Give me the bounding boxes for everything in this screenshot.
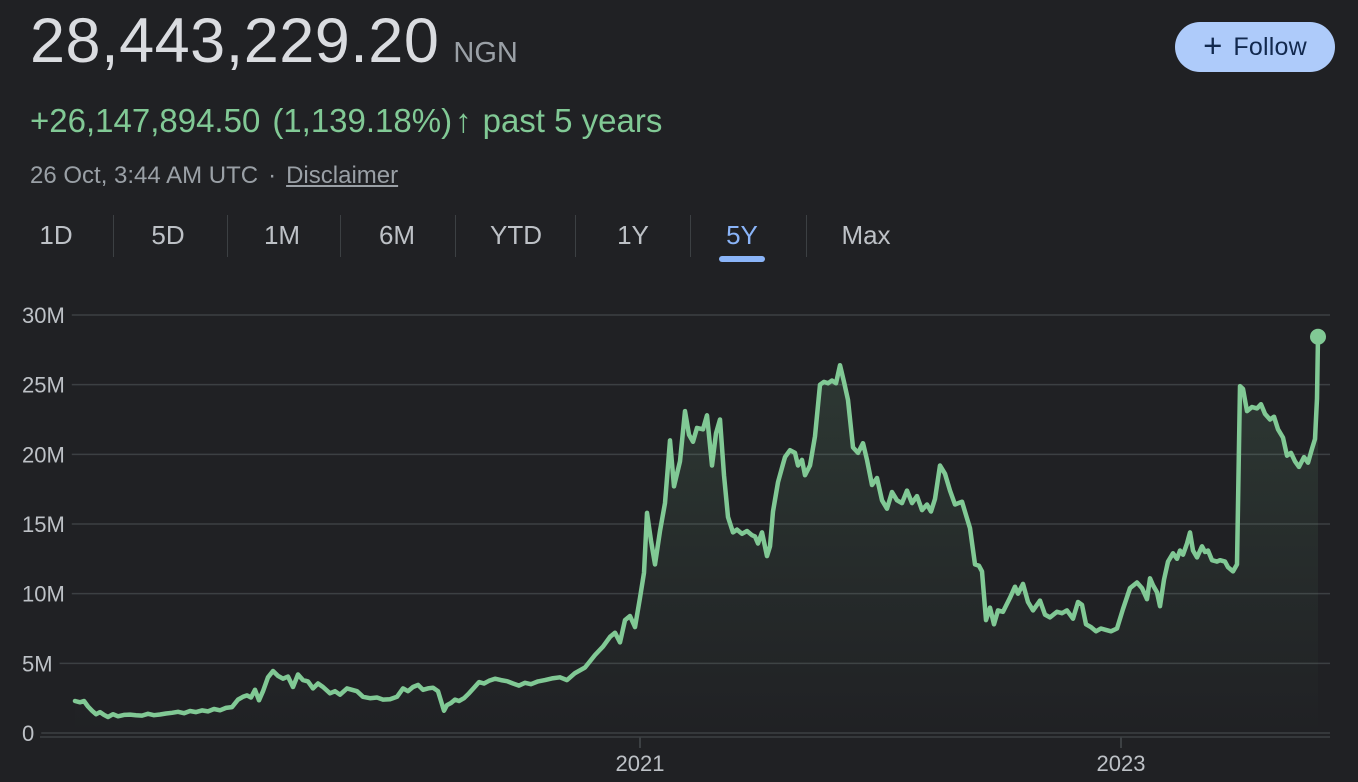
- plus-icon: +: [1203, 26, 1223, 64]
- change-percent: (1,139.18%): [272, 102, 453, 139]
- tab-1d[interactable]: 1D: [39, 219, 73, 250]
- price-line: [72, 334, 1321, 720]
- tab-divider: [455, 215, 456, 257]
- tab-5y[interactable]: 5Y: [726, 219, 758, 250]
- tab-divider: [690, 215, 691, 257]
- last-price-dot: [1310, 328, 1326, 345]
- y-axis-tick-label: 15M: [22, 512, 65, 537]
- y-axis-tick-label: 10M: [22, 582, 65, 607]
- y-axis-tick-label: 20M: [22, 442, 65, 467]
- tab-1y[interactable]: 1Y: [617, 219, 649, 250]
- y-axis-tick-label: 25M: [22, 373, 65, 398]
- price-chart[interactable]: 30M 25M 20M 15M 10M 5M 0 2021 2023: [0, 280, 1358, 782]
- change-amount: +26,147,894.50: [30, 102, 261, 139]
- tab-ytd[interactable]: YTD: [490, 219, 542, 250]
- tab-6m[interactable]: 6M: [378, 219, 416, 250]
- tab-1m[interactable]: 1M: [263, 219, 301, 250]
- tab-divider: [113, 215, 114, 257]
- active-tab-indicator: [719, 256, 765, 262]
- follow-button-label: Follow: [1233, 32, 1307, 61]
- tab-divider: [806, 215, 807, 257]
- y-axis-tick-label: 30M: [22, 303, 65, 328]
- dot-separator: ·: [268, 162, 277, 189]
- currency-code: NGN: [453, 37, 518, 69]
- price-change-row: +26,147,894.50 (1,139.18%) ↑ past 5 year…: [30, 102, 662, 140]
- arrow-up-icon: ↑: [455, 102, 472, 139]
- change-period: past 5 years: [482, 102, 663, 139]
- range-tab-bar: 1D 5D 1M 6M YTD 1Y 5Y Max: [0, 212, 935, 264]
- timestamp: 26 Oct, 3:44 AM UTC: [30, 162, 259, 189]
- x-axis-tick-label: 2021: [616, 751, 665, 776]
- price-area: [75, 336, 1318, 733]
- disclaimer-link[interactable]: Disclaimer: [286, 162, 399, 189]
- follow-button[interactable]: + Follow: [1175, 22, 1335, 72]
- y-axis-tick-label: 0: [22, 721, 34, 746]
- x-axis-tick-label: 2023: [1097, 751, 1146, 776]
- tab-divider: [340, 215, 341, 257]
- price-value: 28,443,229.20: [30, 6, 440, 76]
- timestamp-row: 26 Oct, 3:44 AM UTC · Disclaimer: [30, 162, 398, 190]
- y-axis-tick-label: 5M: [22, 651, 53, 676]
- tab-max[interactable]: Max: [841, 219, 891, 250]
- tab-divider: [227, 215, 228, 257]
- tab-divider: [575, 215, 576, 257]
- tab-5d[interactable]: 5D: [151, 219, 185, 250]
- price-header: 28,443,229.20 NGN: [30, 10, 518, 73]
